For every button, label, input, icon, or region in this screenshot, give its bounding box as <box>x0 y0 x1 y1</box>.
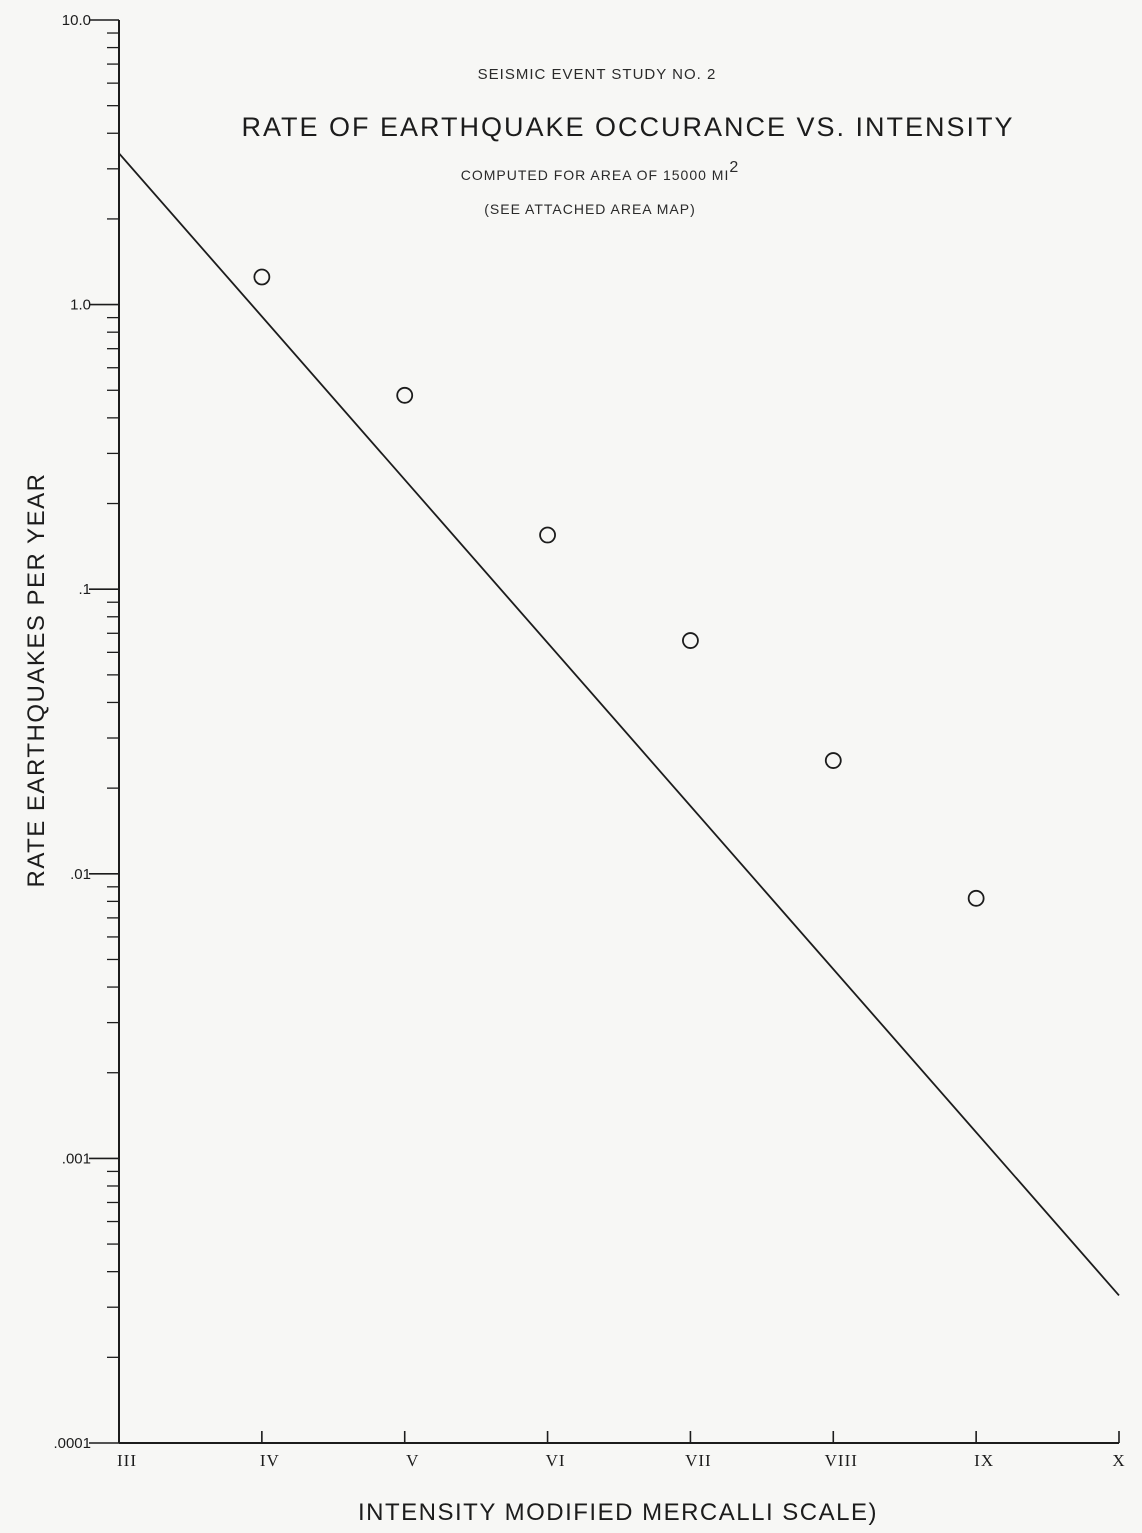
data-point <box>396 386 414 404</box>
y-axis-label: RATE EARTHQUAKES PER YEAR <box>23 473 50 888</box>
data-points <box>253 268 985 907</box>
chart-subtitle-area-superscript: 2 <box>729 159 739 176</box>
x-tick-label: V <box>406 1451 419 1470</box>
x-tick-label: VI <box>546 1451 566 1470</box>
chart-title: RATE OF EARTHQUAKE OCCURANCE VS. INTENSI… <box>241 112 1014 142</box>
data-point <box>967 889 985 907</box>
y-axis-ticks: 10.0 1.0 .1 .01 .001 .0001 <box>53 12 119 1452</box>
x-axis-label: INTENSITY MODIFIED MERCALLI SCALE) <box>358 1499 878 1526</box>
data-point <box>682 632 699 649</box>
y-tick-label: .001 <box>62 1150 91 1167</box>
x-tick-label: IX <box>974 1451 994 1470</box>
y-tick-label: .0001 <box>53 1435 91 1452</box>
chart-subtitle-area: COMPUTED FOR AREA OF 15000 MI2 <box>461 159 740 183</box>
chart-subtitle-note: (SEE ATTACHED AREA MAP) <box>484 201 696 217</box>
x-tick-label: VII <box>685 1451 712 1470</box>
data-point <box>253 268 271 286</box>
data-point <box>824 752 842 769</box>
x-axis-ticks: III IV V VI VII VIII IX X <box>117 1431 1125 1470</box>
fit-line-layer <box>118 152 1120 1297</box>
x-tick-label: IV <box>260 1451 280 1470</box>
y-tick-label: .1 <box>78 581 91 598</box>
x-tick-label: VIII <box>825 1451 858 1470</box>
y-tick-label: 1.0 <box>70 297 91 314</box>
fit-line <box>118 152 1120 1297</box>
chart-supertitle: SEISMIC EVENT STUDY NO. 2 <box>478 66 717 83</box>
x-tick-label: III <box>117 1451 137 1470</box>
axes <box>118 20 1119 1444</box>
x-tick-label: X <box>1112 1451 1125 1470</box>
y-tick-label: .01 <box>70 866 91 883</box>
y-tick-label: 10.0 <box>62 12 91 29</box>
data-point <box>539 526 556 544</box>
chart-subtitle-area-text: COMPUTED FOR AREA OF 15000 MI <box>461 167 730 183</box>
